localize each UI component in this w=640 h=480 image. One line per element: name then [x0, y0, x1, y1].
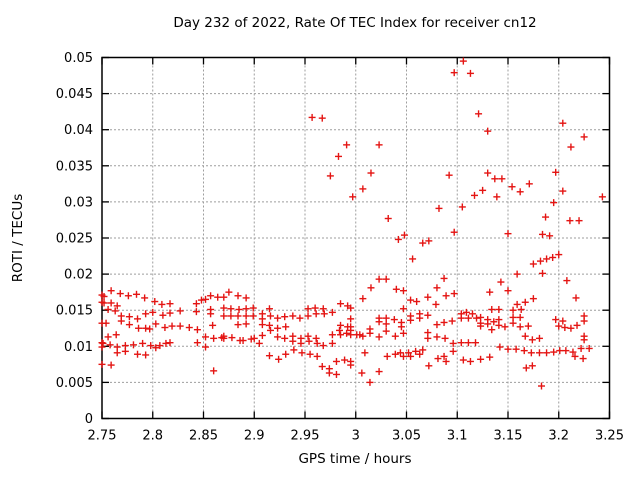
x-tick-label: 2.95: [291, 429, 320, 444]
x-axis-label: GPS time / hours: [298, 451, 411, 467]
x-tick-label: 2.9: [244, 429, 265, 444]
y-tick-label: 0.02: [64, 268, 93, 283]
x-tick-label: 3.1: [447, 429, 468, 444]
y-tick-label: 0: [85, 412, 93, 427]
data-points: [98, 57, 606, 390]
x-tick-label: 2.8: [142, 429, 163, 444]
x-tick-label: 2.75: [88, 429, 117, 444]
y-tick-label: 0.005: [56, 376, 93, 391]
y-tick-label: 0.015: [56, 304, 93, 319]
x-tick-label: 3: [352, 429, 360, 444]
y-axis-label: ROTI / TECUs: [10, 194, 26, 282]
x-tick-labels: 2.75 2.8 2.85 2.9 2.95 3 3.05 3.1 3.15 3.2 3.25: [88, 429, 624, 444]
x-tick-label: 3.05: [392, 429, 421, 444]
y-tick-label: 0.05: [64, 51, 93, 66]
y-tick-label: 0.025: [56, 232, 93, 247]
y-tick-label: 0.03: [64, 195, 93, 210]
y-tick-label: 0.04: [64, 123, 93, 138]
y-tick-labels: 0 0.005 0.01 0.015 0.02 0.025 0.03 0.035 0.04 0.0…: [56, 51, 93, 427]
chart-title: Day 232 of 2022, Rate Of TEC Index for r…: [173, 15, 536, 31]
x-tick-label: 3.15: [494, 429, 523, 444]
x-tick-label: 3.2: [548, 429, 569, 444]
x-tick-label: 2.85: [189, 429, 218, 444]
plot-border: [101, 56, 611, 420]
y-tick-label: 0.035: [56, 159, 93, 174]
grid-lines: [101, 57, 610, 419]
y-tick-label: 0.01: [64, 340, 93, 355]
x-tick-label: 3.25: [595, 429, 624, 444]
y-tick-label: 0.045: [56, 87, 93, 102]
